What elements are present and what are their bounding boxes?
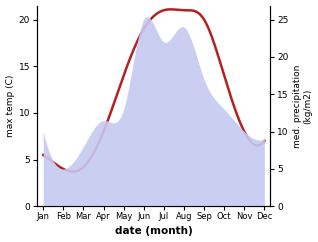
Y-axis label: max temp (C): max temp (C) <box>5 75 15 137</box>
X-axis label: date (month): date (month) <box>115 227 193 236</box>
Y-axis label: med. precipitation
(kg/m2): med. precipitation (kg/m2) <box>293 64 313 148</box>
